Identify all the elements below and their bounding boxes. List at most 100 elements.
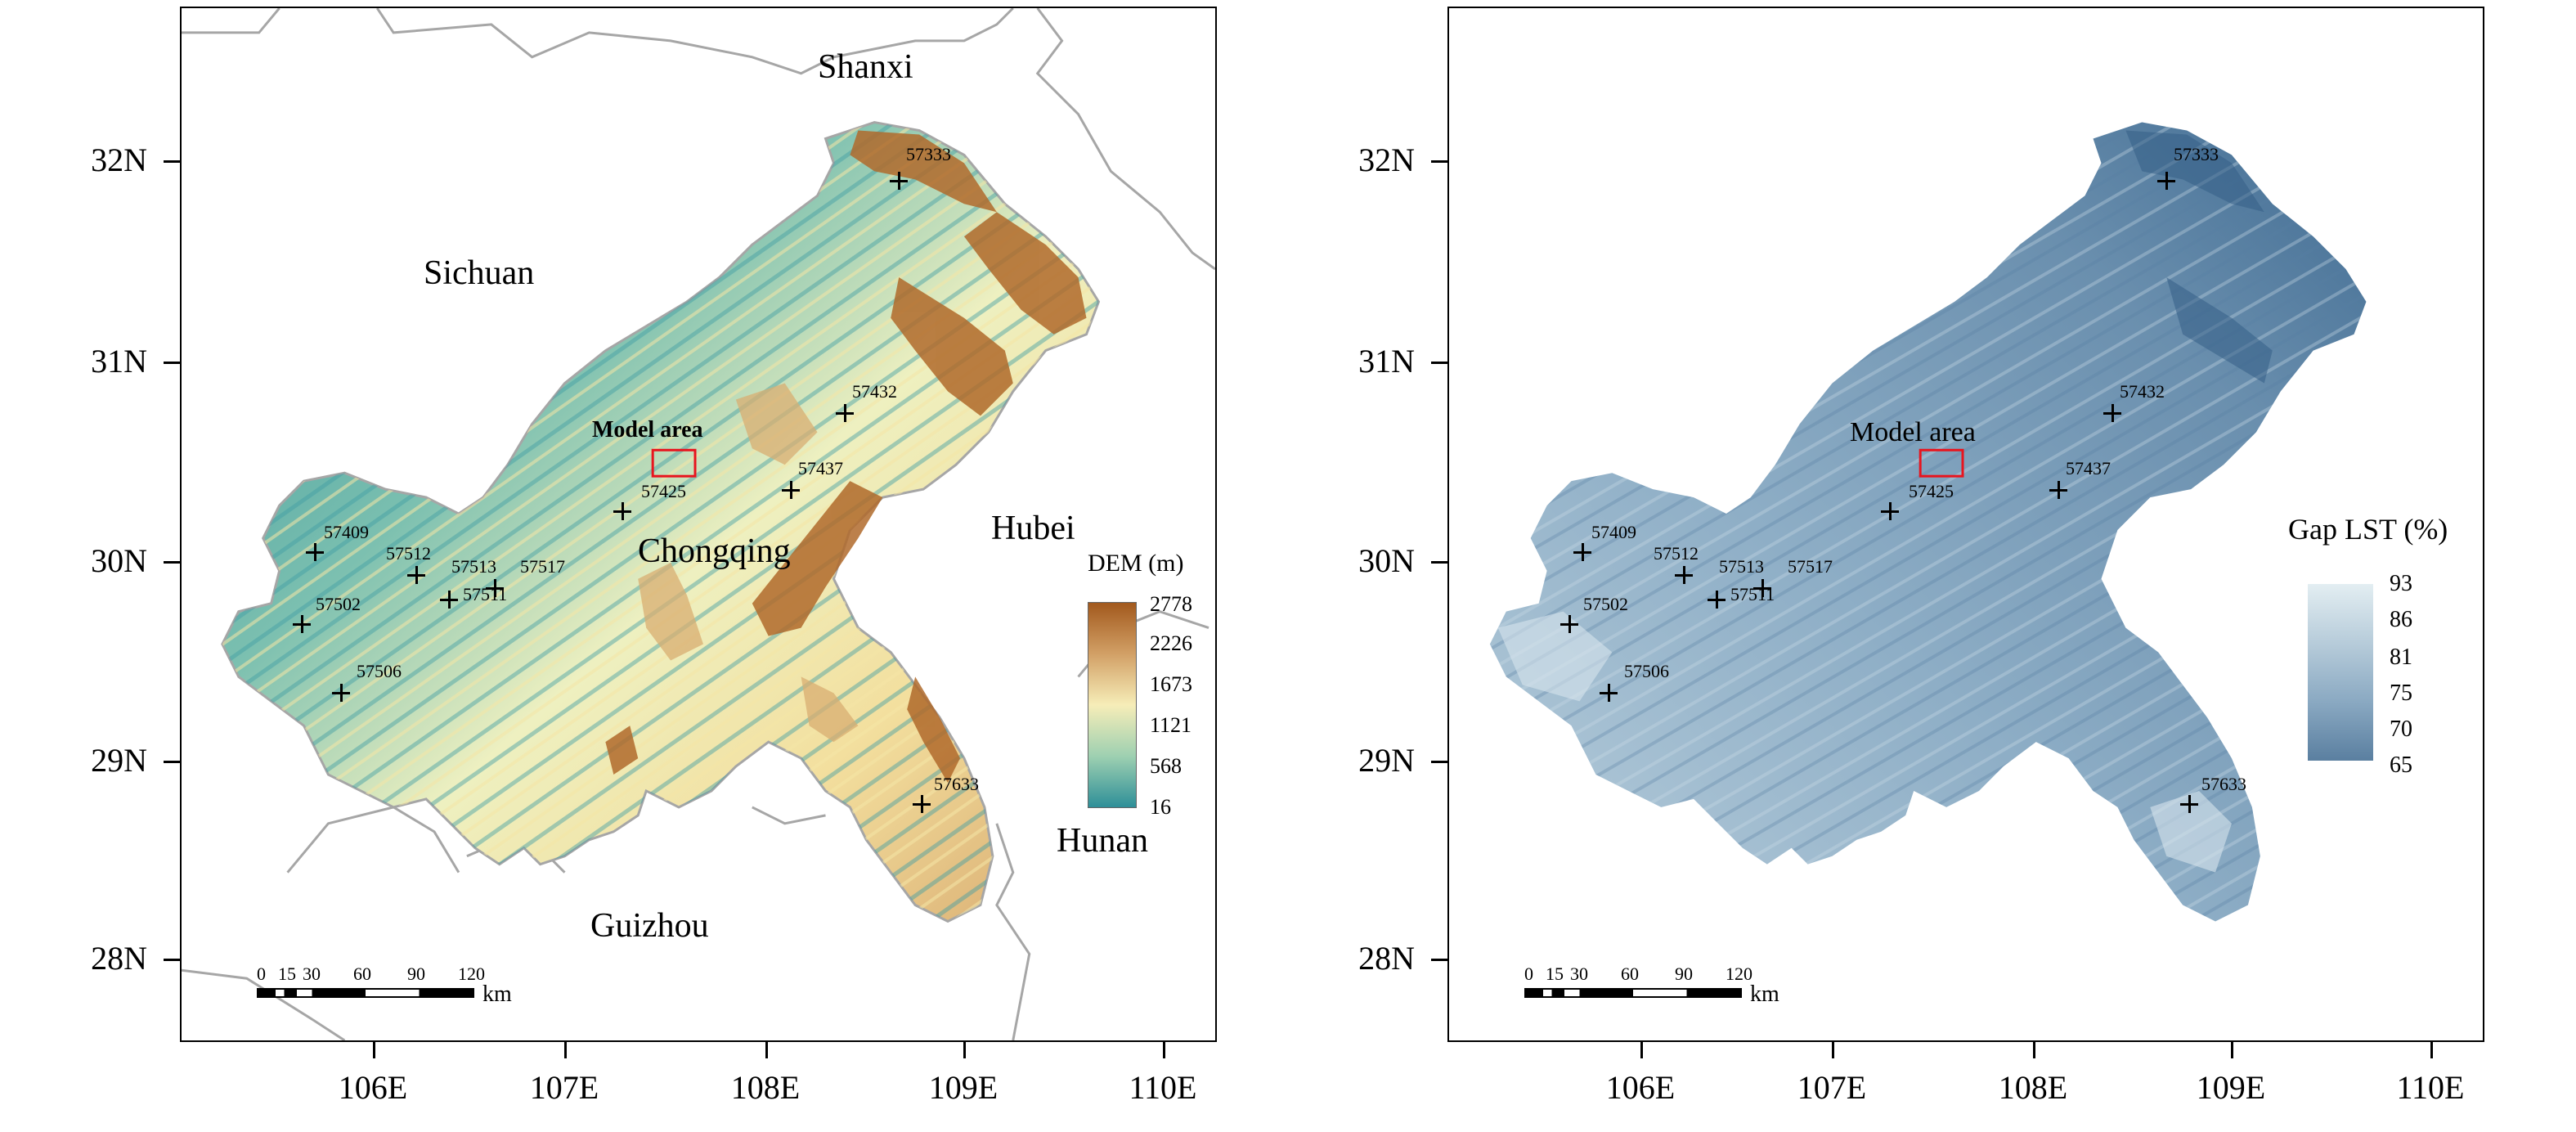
lat-label-31n: 31N — [1358, 343, 1415, 380]
gap-lst-legend-title: Gap LST (%) — [2288, 513, 2448, 546]
scale-tick: 60 — [1621, 964, 1639, 984]
province-label-shanxi: Shanxi — [818, 48, 913, 86]
station-label: 57437 — [798, 458, 843, 478]
station-marker-57437 — [782, 481, 800, 499]
lat-tick — [164, 362, 180, 364]
scale-tick: 15 — [1546, 964, 1564, 984]
station-marker-57517 — [1753, 579, 1771, 597]
station-marker-57517 — [486, 579, 504, 597]
lon-label-108e: 108E — [1998, 1069, 2068, 1106]
province-label-hunan: Hunan — [1057, 822, 1148, 860]
scale-tick: 90 — [1675, 964, 1693, 984]
scale-tick: 15 — [278, 964, 296, 984]
lat-label-30n: 30N — [91, 542, 147, 579]
gap-lst-legend-tick: 86 — [2390, 607, 2412, 632]
lat-tick — [1431, 761, 1447, 763]
station-label: 57513 — [1719, 556, 1764, 577]
lat-tick — [1431, 362, 1447, 364]
station-marker-57513 — [440, 591, 458, 609]
dem-legend-tick: 16 — [1150, 795, 1171, 819]
dem-legend-title: DEM (m) — [1088, 550, 1184, 577]
lon-tick — [2231, 1042, 2233, 1058]
lat-tick — [1431, 160, 1447, 163]
model-area-box — [651, 448, 697, 478]
lat-label-32n: 32N — [1358, 142, 1415, 178]
station-marker-57425 — [1881, 502, 1899, 520]
province-label-hubei: Hubei — [991, 510, 1075, 547]
lon-tick — [2033, 1042, 2035, 1058]
lon-tick — [963, 1042, 966, 1058]
lat-label-31n: 31N — [91, 343, 147, 380]
dem-map-panel: Shanxi Sichuan Chongqing Hubei Guizhou H… — [180, 7, 1217, 1042]
lon-label-107e: 107E — [529, 1069, 599, 1106]
station-label: 57425 — [1909, 481, 1954, 501]
lon-tick — [1832, 1042, 1834, 1058]
province-borders — [182, 8, 1215, 1040]
lat-label-29n: 29N — [1358, 742, 1415, 779]
gap-lst-map — [1489, 122, 2367, 922]
station-marker-57513 — [1708, 591, 1726, 609]
scale-tick: 30 — [303, 964, 321, 984]
gap-lst-legend-colorbar — [2308, 584, 2373, 761]
station-label: 57333 — [906, 144, 951, 164]
station-marker-57409 — [306, 543, 324, 561]
station-marker-57437 — [2049, 481, 2067, 499]
scale-tick: 0 — [1524, 964, 1533, 984]
station-label: 57511 — [463, 584, 508, 604]
station-label: 57506 — [357, 661, 402, 681]
scale-tick: 60 — [353, 964, 371, 984]
lon-label-107e: 107E — [1797, 1069, 1867, 1106]
station-marker-57502 — [1560, 615, 1578, 633]
scale-tick: 90 — [407, 964, 425, 984]
lat-tick — [164, 959, 180, 961]
province-label-guizhou: Guizhou — [590, 907, 709, 945]
station-label: 57633 — [2201, 774, 2246, 794]
gap-lst-legend-tick: 93 — [2390, 571, 2412, 596]
station-label: 57517 — [520, 556, 565, 577]
station-label: 57502 — [1583, 594, 1628, 614]
lon-tick — [2430, 1042, 2433, 1058]
station-marker-57512 — [1675, 566, 1693, 584]
dem-legend-colorbar — [1088, 602, 1137, 808]
station-marker-57409 — [1573, 543, 1591, 561]
lon-tick — [1163, 1042, 1165, 1058]
scale-bar — [1524, 988, 1742, 998]
lat-label-32n: 32N — [91, 142, 147, 178]
lon-tick — [564, 1042, 567, 1058]
station-label: 57432 — [852, 381, 897, 402]
station-label: 57517 — [1788, 556, 1833, 577]
lon-tick — [1640, 1042, 1643, 1058]
scale-tick: 0 — [257, 964, 266, 984]
dem-legend-tick: 2226 — [1150, 631, 1192, 655]
gap-lst-legend-tick: 70 — [2390, 716, 2412, 742]
lat-tick — [164, 561, 180, 564]
scale-tick: 120 — [458, 964, 485, 984]
scale-unit: km — [1750, 982, 1779, 1007]
lon-label-109e: 109E — [2196, 1069, 2266, 1106]
gap-lst-legend-tick: 75 — [2390, 681, 2412, 706]
station-marker-57633 — [2180, 795, 2198, 813]
station-label: 57513 — [451, 556, 496, 577]
scale-tick: 120 — [1726, 964, 1752, 984]
lon-label-110e: 110E — [1129, 1069, 1197, 1106]
lat-label-28n: 28N — [91, 940, 147, 977]
station-marker-57506 — [332, 684, 350, 702]
dem-legend-tick: 1121 — [1150, 713, 1192, 737]
lat-tick — [1431, 959, 1447, 961]
station-label: 57512 — [1654, 543, 1699, 564]
station-label: 57511 — [1730, 584, 1775, 604]
station-label: 57425 — [641, 481, 686, 501]
station-marker-57506 — [1600, 684, 1618, 702]
scale-tick: 30 — [1570, 964, 1588, 984]
dem-map — [182, 8, 1215, 1040]
lon-label-106e: 106E — [338, 1069, 408, 1106]
station-label: 57437 — [2066, 458, 2111, 478]
station-label: 57409 — [324, 522, 369, 542]
lat-label-30n: 30N — [1358, 542, 1415, 579]
station-marker-57432 — [2103, 404, 2121, 422]
province-label-chongqing: Chongqing — [638, 532, 791, 570]
station-label: 57333 — [2174, 144, 2219, 164]
lat-label-28n: 28N — [1358, 940, 1415, 977]
lat-tick — [164, 160, 180, 163]
lon-label-110e: 110E — [2396, 1069, 2465, 1106]
